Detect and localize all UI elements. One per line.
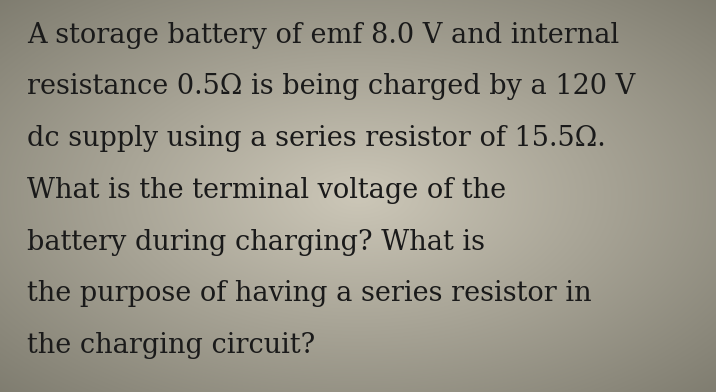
Text: A storage battery of emf 8.0 V and internal: A storage battery of emf 8.0 V and inter… [27,22,619,49]
Text: What is the terminal voltage of the: What is the terminal voltage of the [27,177,506,204]
Text: the charging circuit?: the charging circuit? [27,332,316,359]
Text: battery during charging? What is: battery during charging? What is [27,229,485,256]
Text: the purpose of having a series resistor in: the purpose of having a series resistor … [27,280,592,307]
Text: dc supply using a series resistor of 15.5Ω.: dc supply using a series resistor of 15.… [27,125,606,152]
Text: resistance 0.5Ω is being charged by a 120 V: resistance 0.5Ω is being charged by a 12… [27,73,636,100]
